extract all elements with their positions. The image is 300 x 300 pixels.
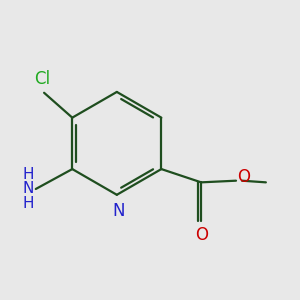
Text: H
N
H: H N H bbox=[22, 167, 34, 211]
Text: O: O bbox=[237, 168, 250, 186]
Text: O: O bbox=[195, 226, 208, 244]
Text: N: N bbox=[112, 202, 125, 220]
Text: Cl: Cl bbox=[34, 70, 50, 88]
